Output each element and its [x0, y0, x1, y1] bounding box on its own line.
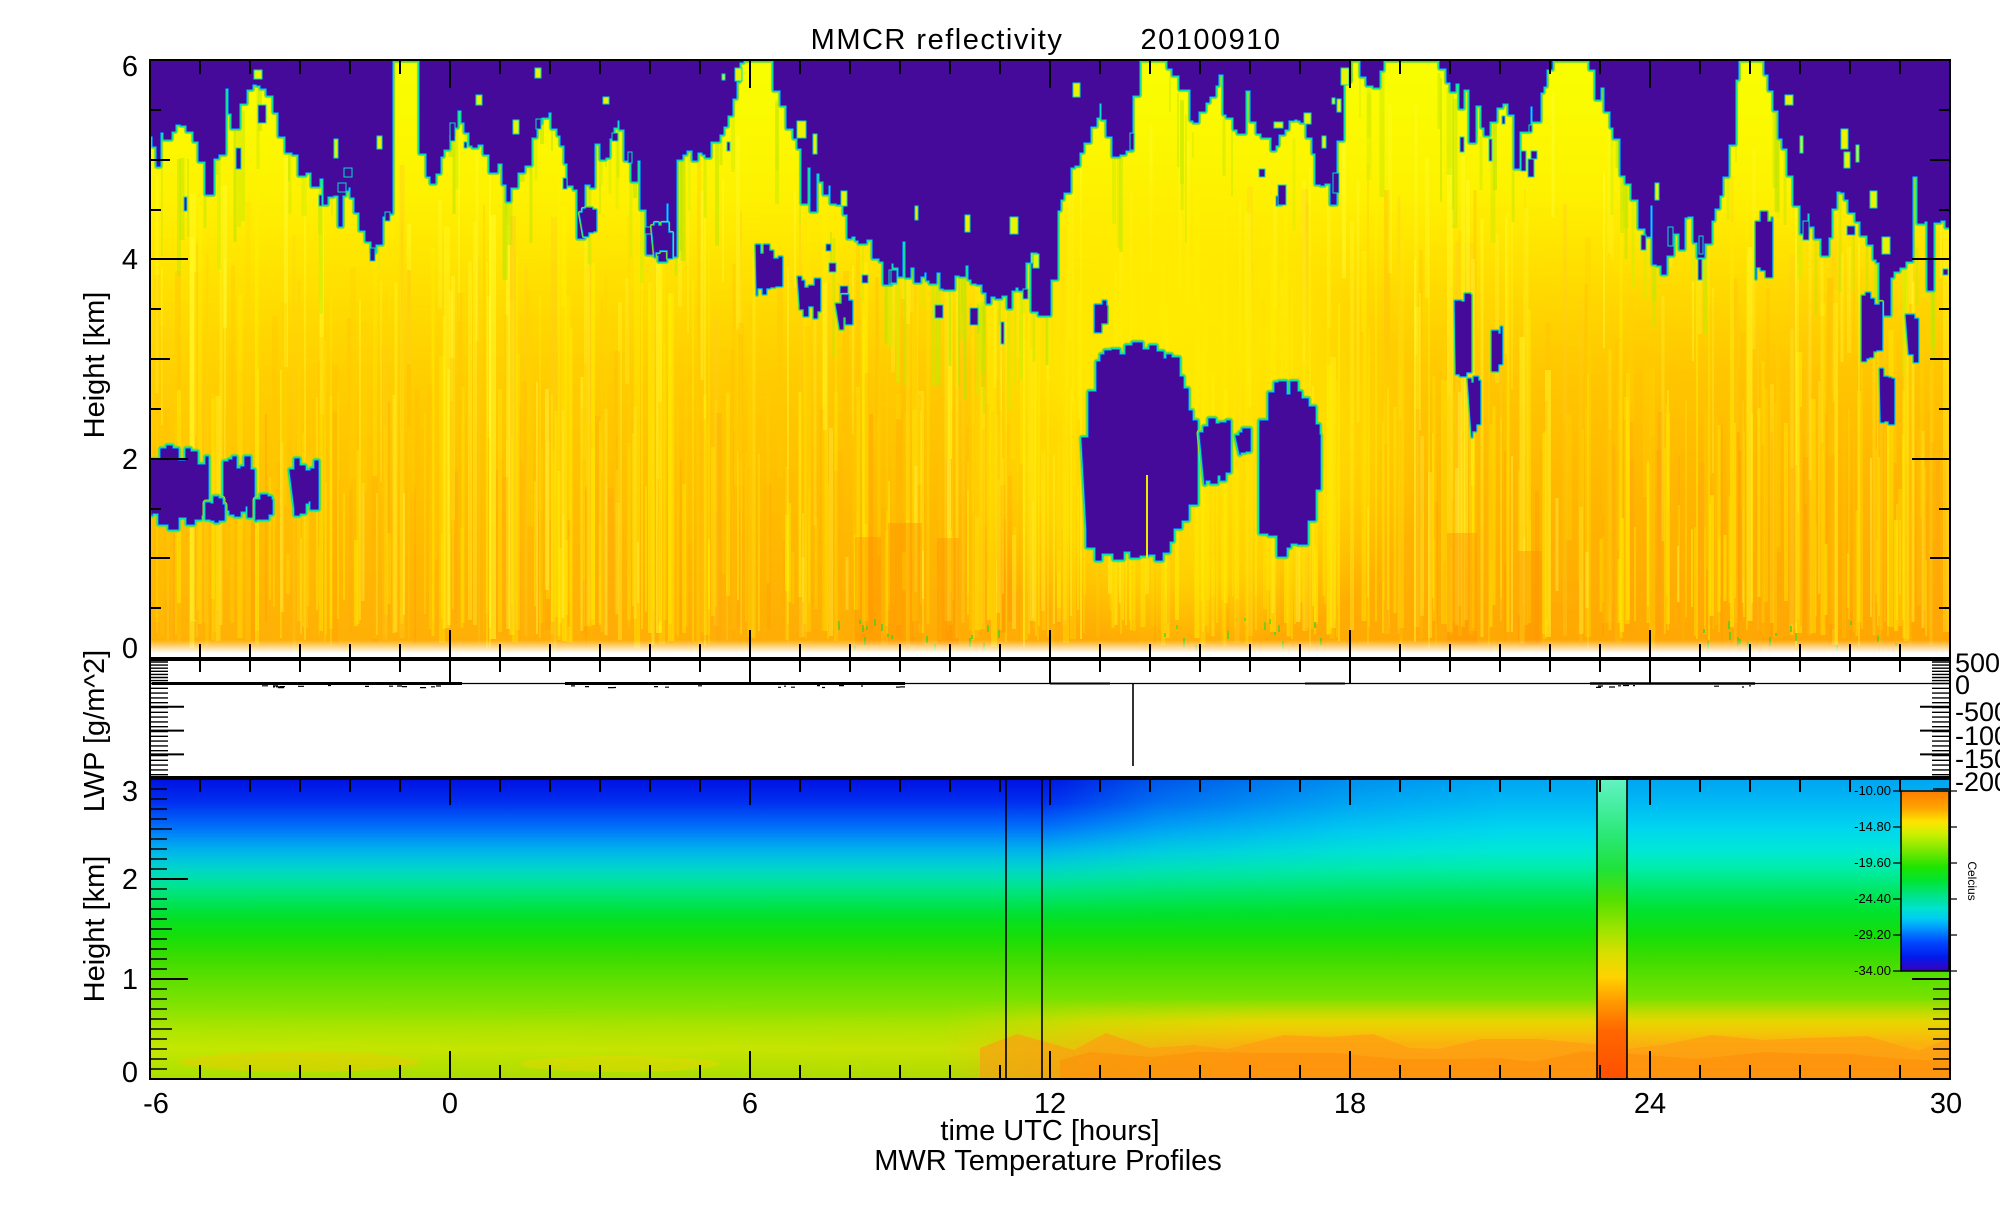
svg-text:1: 1 [122, 964, 138, 996]
svg-text:20100910: 20100910 [1140, 24, 1281, 56]
svg-text:time UTC [hours]: time UTC [hours] [940, 1115, 1159, 1147]
svg-text:0: 0 [442, 1088, 458, 1120]
svg-text:6: 6 [742, 1088, 758, 1120]
svg-text:-14.80: -14.80 [1854, 819, 1891, 834]
svg-text:6: 6 [122, 51, 138, 83]
svg-text:MMCR reflectivity: MMCR reflectivity [811, 24, 1064, 56]
svg-text:4: 4 [122, 244, 138, 276]
svg-text:0: 0 [1955, 670, 1970, 700]
svg-text:Celcius: Celcius [1965, 861, 1979, 900]
svg-text:MWR Temperature Profiles: MWR Temperature Profiles [874, 1145, 1222, 1177]
svg-text:-100: -100 [1955, 721, 2000, 751]
svg-text:30: 30 [1930, 1088, 1962, 1120]
svg-text:12: 12 [1034, 1088, 1066, 1120]
svg-text:-24.40: -24.40 [1854, 891, 1891, 906]
svg-text:2: 2 [122, 444, 138, 476]
svg-text:Height [km]: Height [km] [79, 292, 111, 439]
svg-text:-150: -150 [1955, 744, 2000, 774]
svg-text:24: 24 [1634, 1088, 1666, 1120]
svg-text:LWP [g/m^2]: LWP [g/m^2] [79, 650, 111, 812]
svg-text:0: 0 [122, 1057, 138, 1089]
svg-text:3: 3 [122, 776, 138, 808]
svg-text:-10.00: -10.00 [1854, 783, 1891, 798]
svg-text:-6: -6 [143, 1088, 169, 1120]
svg-text:-19.60: -19.60 [1854, 855, 1891, 870]
svg-text:500: 500 [1955, 648, 2000, 678]
svg-text:-500: -500 [1955, 697, 2000, 727]
svg-text:Height [km]: Height [km] [79, 856, 111, 1003]
svg-text:18: 18 [1334, 1088, 1366, 1120]
svg-text:0: 0 [122, 633, 138, 665]
svg-text:2: 2 [122, 864, 138, 896]
svg-text:-34.00: -34.00 [1854, 963, 1891, 978]
svg-text:-29.20: -29.20 [1854, 927, 1891, 942]
svg-text:-200: -200 [1955, 767, 2000, 797]
